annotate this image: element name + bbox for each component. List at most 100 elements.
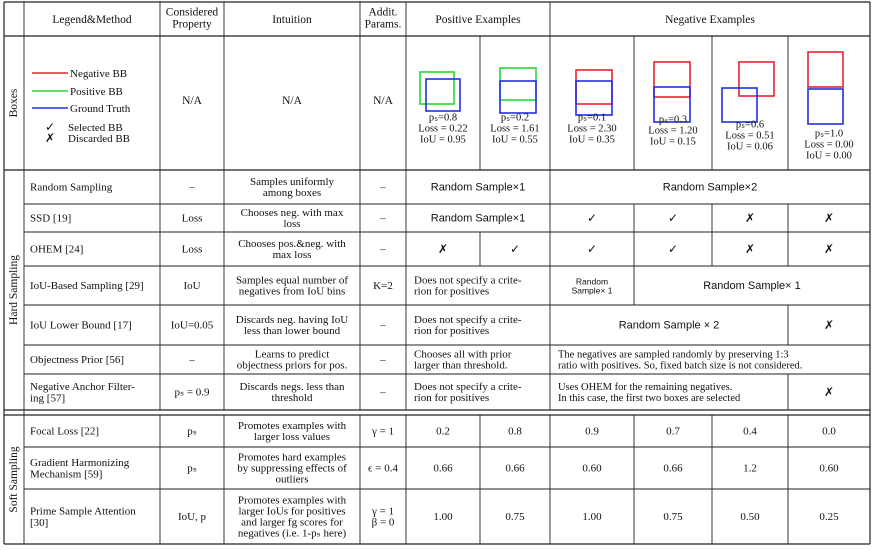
soft-row-2-property: pₛ <box>187 463 197 475</box>
legend-cross-icon: ✗ <box>45 131 55 145</box>
example-1-stats: IoU = 0.95 <box>420 135 466 146</box>
soft-row-2-params: ϵ = 0.4 <box>368 463 398 475</box>
header-intuition: Intuition <box>272 14 312 26</box>
legend-discarded-label: Discarded BB <box>68 133 130 145</box>
hard-row-2-intuition: Chooses neg. with max <box>241 207 344 219</box>
example-5-stats: IoU = 0.06 <box>727 142 773 153</box>
hard-row-6-negative-text: ratio with positives. So, fixed batch si… <box>558 361 802 372</box>
example-3-ground-truth-box <box>575 80 613 116</box>
hard-row-3-property: Loss <box>182 244 203 256</box>
soft-row-3-intuition: larger IoUs for positives <box>238 506 345 518</box>
example-2-positive-box <box>499 67 537 101</box>
soft-row-3-value-2: 0.75 <box>505 511 525 523</box>
hard-row-1-intuition: among boxes <box>263 187 321 199</box>
hard-row-4-intuition: Samples equal number of <box>236 275 348 287</box>
hard-row-2-intuition: loss <box>283 218 300 230</box>
example-2-ground-truth-box <box>499 80 537 114</box>
example-5-stats: pₛ=0.6 <box>736 120 764 131</box>
hard-row-2-negative-1-check-icon: ✓ <box>587 211 597 225</box>
soft-row-2-method: Mechanism [59] <box>30 468 102 480</box>
hard-row-2-method: SSD [19] <box>30 213 71 225</box>
hard-row-4-negative-first: Random <box>576 277 608 287</box>
soft-row-2-value-4: 0.66 <box>663 463 683 475</box>
soft-row-2-method: Gradient Harmonizing <box>30 457 130 469</box>
hard-row-7-negative-text: Uses OHEM for the remaining negatives. <box>558 382 732 393</box>
hard-row-6-property: – <box>188 354 195 366</box>
legend-ground-truth-label: Ground Truth <box>70 103 131 115</box>
example-1-stats: pₛ=0.8 <box>429 113 457 124</box>
header-legend-method: Legend&Method <box>52 14 131 26</box>
hard-row-4-positive-text: rion for positives <box>414 286 489 298</box>
hard-row-3-negative-1-check-icon: ✓ <box>587 242 597 256</box>
example-3-stats: Loss = 2.30 <box>567 124 616 135</box>
soft-row-3-intuition: Promotes examples with <box>238 495 347 507</box>
example-2-stats: pₛ=0.2 <box>501 113 529 124</box>
hard-row-1-intuition: Samples uniformly <box>250 176 335 188</box>
soft-row-3-params: β = 0 <box>372 517 395 529</box>
hard-row-7-method: ing [57] <box>30 392 65 404</box>
example-1-ground-truth-box <box>425 78 461 112</box>
hard-row-2-positive-span: Random Sample×1 <box>431 213 525 225</box>
hard-row-6-intuition: objectness priors for pos. <box>237 360 348 372</box>
hard-row-1-positive-span: Random Sample×1 <box>431 182 525 194</box>
legend-positive-label: Positive BB <box>70 86 123 98</box>
hard-row-6-params: – <box>379 354 386 366</box>
hard-row-7-intuition: Discards negs. less than <box>239 381 345 393</box>
section-label-hard-sampling: Hard Sampling <box>8 255 20 325</box>
example-4-negative-box <box>653 61 691 98</box>
example-4-stats: pₛ=0.3 <box>659 115 687 126</box>
soft-row-1-value-1: 0.2 <box>436 426 450 438</box>
legend-check-icon: ✓ <box>45 120 55 134</box>
header-considered-property: Considered <box>166 7 219 19</box>
hard-row-2-property: Loss <box>182 213 203 225</box>
boxes-property: N/A <box>182 95 203 107</box>
boxes-intuition: N/A <box>282 95 303 107</box>
example-5-stats: Loss = 0.51 <box>725 131 774 142</box>
soft-row-2-value-6: 0.60 <box>819 463 839 475</box>
hard-row-7-positive-text: Does not specify a crite- <box>414 381 522 393</box>
hard-row-4-positive-text: Does not specify a crite- <box>414 275 522 287</box>
soft-row-3-intuition: and larger fg scores for <box>241 517 343 529</box>
hard-row-3-negative-2-check-icon: ✓ <box>668 242 678 256</box>
section-label-boxes: Boxes <box>8 88 20 117</box>
header-considered-property: Property <box>172 19 212 31</box>
soft-row-3-value-1: 1.00 <box>433 511 453 523</box>
example-5-ground-truth-box <box>721 87 758 123</box>
hard-row-3-negative-4-cross-icon: ✗ <box>824 242 834 256</box>
hard-row-2-negative-4-cross-icon: ✗ <box>824 211 834 225</box>
soft-row-3-method: Prime Sample Attention <box>30 505 136 517</box>
soft-row-1-value-3: 0.9 <box>585 426 599 438</box>
header-positive-examples: Positive Examples <box>435 14 521 26</box>
example-3-negative-box <box>575 69 613 105</box>
hard-row-6-method: Objectness Prior [56] <box>30 354 124 366</box>
soft-row-1-params: γ = 1 <box>371 426 394 438</box>
soft-row-1-method: Focal Loss [22] <box>30 426 99 438</box>
example-6-stats: Loss = 0.00 <box>804 140 853 151</box>
hard-row-5-property: IoU=0.05 <box>171 320 214 332</box>
hard-row-3-negative-3-cross-icon: ✗ <box>745 242 755 256</box>
example-6-negative-box <box>807 51 844 88</box>
soft-row-2-intuition: Promotes hard examples <box>238 452 346 464</box>
soft-row-3-value-5: 0.50 <box>740 511 760 523</box>
hard-row-4-negative-rest: Random Sample× 1 <box>703 280 801 292</box>
soft-row-3-params: γ = 1 <box>371 506 394 518</box>
hard-row-5-intuition: Discards neg. having IoU <box>236 314 348 326</box>
hard-row-5-negative-span: Random Sample × 2 <box>619 320 720 332</box>
hard-row-7-negative-last-cross-icon: ✗ <box>824 385 834 399</box>
soft-row-1-value-4: 0.7 <box>666 426 680 438</box>
hard-row-1-property: – <box>188 182 195 194</box>
hard-row-1-method: Random Sampling <box>30 182 113 194</box>
hard-row-4-intuition: negatives from IoU bins <box>239 286 346 298</box>
soft-row-2-value-2: 0.66 <box>505 463 525 475</box>
soft-row-2-value-1: 0.66 <box>433 463 453 475</box>
example-1-stats: Loss = 0.22 <box>418 124 467 135</box>
hard-row-6-intuition: Learns to predict <box>255 349 330 361</box>
soft-row-2-intuition: by suppressing effects of <box>237 463 347 475</box>
hard-row-6-negative-text: The negatives are sampled randomly by pr… <box>558 350 789 361</box>
header-addit-params: Params. <box>365 19 402 31</box>
example-4-ground-truth-box <box>653 86 691 123</box>
header-negative-examples: Negative Examples <box>665 14 755 26</box>
soft-row-3-value-4: 0.75 <box>663 511 683 523</box>
